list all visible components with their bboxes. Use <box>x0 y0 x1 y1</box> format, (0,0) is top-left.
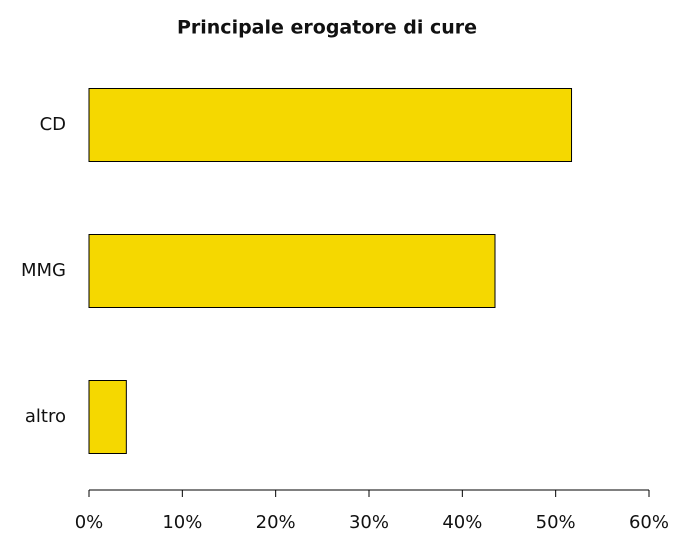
y-tick-label: CD <box>40 114 66 135</box>
bar <box>88 88 573 162</box>
x-tick-label: 20% <box>256 512 296 533</box>
x-tick-label: 30% <box>349 512 389 533</box>
x-tick-label: 60% <box>629 512 669 533</box>
bar <box>88 380 127 454</box>
chart-title: Principale erogatore di cure <box>177 17 477 39</box>
x-tick-label: 40% <box>442 512 482 533</box>
y-tick-label: MMG <box>21 260 66 281</box>
x-tick-label: 10% <box>162 512 202 533</box>
bar <box>88 234 496 308</box>
x-tick-label: 0% <box>75 512 104 533</box>
y-tick-label: altro <box>25 406 66 427</box>
x-tick-label: 50% <box>536 512 576 533</box>
